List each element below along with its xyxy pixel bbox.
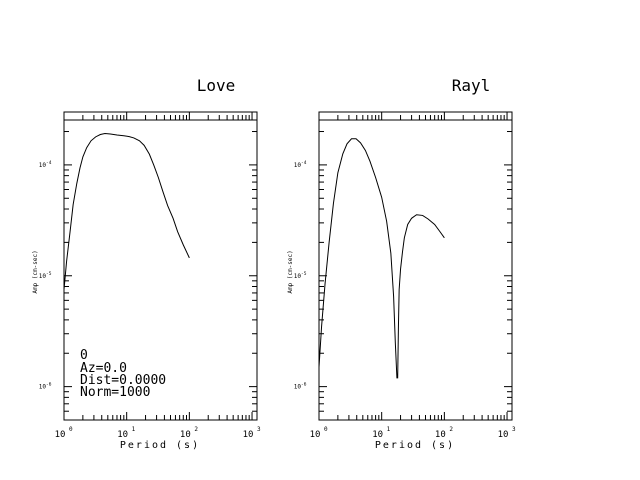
love-series-line	[63, 132, 190, 290]
annotation-norm: Norm=1000	[80, 385, 150, 400]
rayl-y-tick-label-1: 10 -5	[294, 271, 307, 280]
y-tick-label-exponent: -6	[46, 382, 52, 388]
y-tick-label-base: 10	[294, 162, 302, 169]
annotation-azimuth: Az=0.0	[80, 361, 127, 376]
rayl-x-tick-label-2: 102	[435, 426, 453, 440]
rayl-plot-frame	[318, 111, 513, 421]
love-x-tick-label-1: 10 1	[117, 426, 135, 440]
x-tick-label-base: 10	[243, 430, 254, 440]
y-tick-label-base: 10	[294, 384, 302, 391]
annotation-distance: Dist=0.0000	[80, 373, 166, 388]
love-x-tick-label-0: 100	[55, 426, 73, 440]
rayl-x-tick-label-3: 103	[498, 426, 516, 440]
x-tick-label-base: 10	[55, 430, 66, 440]
rayl-y-tick-label-0: 10 -6	[294, 382, 307, 391]
x-tick-label-exponent: 0	[324, 426, 328, 433]
rayl-xlabel: Period (s)	[375, 440, 455, 451]
love-x-tick-label-2: 102	[180, 426, 198, 440]
y-tick-label-exponent: -5	[46, 271, 52, 277]
x-tick-label-exponent: 2	[449, 426, 453, 433]
x-tick-label-base: 10	[435, 430, 446, 440]
rayl-series-line	[318, 138, 445, 379]
rayl-ylabel: Amp (cm-sec)	[287, 250, 294, 293]
x-tick-label-exponent: 1	[387, 426, 391, 433]
y-tick-label-exponent: -6	[301, 382, 307, 388]
y-tick-label-exponent: -4	[301, 160, 307, 166]
x-tick-label-base: 10	[372, 430, 383, 440]
x-tick-label-exponent: 3	[257, 426, 261, 433]
rayl-x-tick-label-1: 10 1	[372, 426, 390, 440]
love-annotations: 0 Az=0.0 Dist=0.0000 Norm=1000	[80, 348, 166, 400]
love-y-tick-label-0: 10 -6	[39, 382, 52, 391]
rayl-y-tick-label-2: 10 -4	[294, 160, 307, 169]
love-plot-frame	[63, 111, 258, 421]
y-tick-label-exponent: -4	[46, 160, 52, 166]
love-y-tick-label-1: 10 -5	[39, 271, 52, 280]
annotation-origin: 0	[80, 348, 88, 363]
y-tick-label-exponent: -5	[301, 271, 307, 277]
x-tick-label-exponent: 0	[69, 426, 73, 433]
y-tick-label-base: 10	[39, 384, 47, 391]
rayl-x-tick-label-0: 100	[310, 426, 328, 440]
y-tick-label-base: 10	[39, 273, 47, 280]
x-tick-label-exponent: 1	[132, 426, 136, 433]
love-title: Love	[197, 76, 236, 95]
x-tick-label-exponent: 2	[194, 426, 198, 433]
rayl-ticks	[318, 112, 512, 421]
y-tick-label-base: 10	[294, 273, 302, 280]
y-tick-label-base: 10	[39, 162, 47, 169]
love-ylabel: Amp (cm-sec)	[32, 250, 39, 293]
love-xlabel: Period (s)	[120, 440, 200, 451]
x-tick-label-exponent: 3	[512, 426, 516, 433]
x-tick-label-base: 10	[310, 430, 321, 440]
love-y-tick-label-2: 10 -4	[39, 160, 52, 169]
love-x-tick-label-3: 103	[243, 426, 261, 440]
x-tick-label-base: 10	[117, 430, 128, 440]
love-ticks	[63, 112, 257, 421]
rayl-title: Rayl	[452, 76, 491, 95]
x-tick-label-base: 10	[180, 430, 191, 440]
x-tick-label-base: 10	[498, 430, 509, 440]
